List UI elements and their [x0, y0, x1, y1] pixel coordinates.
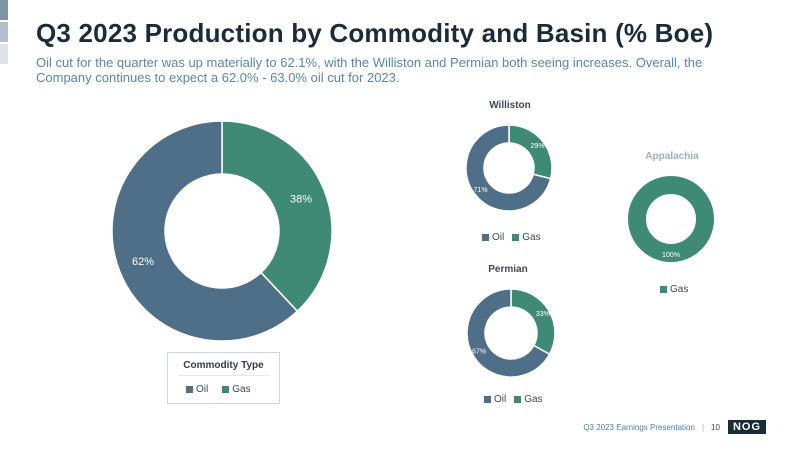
footer-presentation-title: Q3 2023 Earnings Presentation — [583, 422, 695, 432]
permian-legend-label-oil: Oil — [494, 394, 507, 405]
donut-3-label-gas: 33% — [536, 311, 550, 318]
appalachia-chart-title: Appalachia — [645, 151, 699, 162]
donut-2-label-gas: 100% — [662, 252, 680, 259]
page-title: Q3 2023 Production by Commodity and Basi… — [36, 18, 714, 48]
page-number: 10 — [711, 422, 720, 432]
donut-3-slice-gas — [510, 288, 556, 356]
legend-label-gas: Gas — [232, 384, 251, 395]
appalachia-legend-label-gas: Gas — [670, 284, 689, 295]
appalachia-donut-chart: 100% — [628, 176, 714, 262]
donut-3-slice-oil — [466, 288, 551, 378]
page-subtitle: Oil cut for the quarter was up materiall… — [36, 55, 703, 85]
donut-2-slice-gas — [628, 176, 714, 262]
legend-item-gas: Gas — [222, 384, 251, 395]
gas-swatch — [660, 286, 667, 293]
donut-1-label-gas: 29% — [530, 143, 544, 150]
williston-donut-chart: 29% 71% — [465, 124, 553, 212]
appalachia-legend: Gas — [660, 284, 692, 295]
footer-separator: | — [701, 422, 705, 432]
permian-chart-title: Permian — [488, 264, 528, 275]
commodity-type-legend: Commodity Type Oil Gas — [167, 352, 280, 404]
accent-bar-top — [0, 0, 8, 20]
donut-0-label-oil: 62% — [132, 256, 154, 268]
nog-logo: NOG — [727, 420, 766, 434]
gas-swatch — [514, 396, 522, 403]
donut-3-label-oil: 67% — [472, 349, 486, 356]
legend-divider — [178, 375, 269, 376]
accent-bar-middle — [0, 22, 8, 42]
page-footer: Q3 2023 Earnings Presentation | 10 NOG — [583, 420, 766, 434]
permian-legend: Oil Gas — [484, 394, 547, 405]
oil-swatch — [186, 386, 193, 393]
legend-label-oil: Oil — [196, 384, 209, 395]
permian-legend-label-gas: Gas — [524, 394, 543, 405]
legend-item-oil: Oil — [186, 384, 208, 395]
appalachia-legend-gas: Gas — [660, 284, 688, 295]
commodity-donut-chart: 38% 62% — [111, 120, 333, 342]
permian-donut-chart: 33% 67% — [466, 288, 556, 378]
donut-1-label-oil: 71% — [474, 187, 488, 194]
oil-swatch — [482, 234, 489, 241]
williston-legend-gas: Gas — [512, 232, 541, 243]
williston-legend-label-gas: Gas — [522, 232, 541, 243]
donut-0-slice-gas — [221, 120, 333, 313]
williston-chart-title: Williston — [489, 100, 531, 111]
gas-swatch — [222, 386, 230, 393]
williston-legend: Oil Gas — [482, 232, 545, 243]
gas-swatch — [512, 234, 520, 241]
permian-legend-oil: Oil — [484, 394, 506, 405]
oil-swatch — [484, 396, 491, 403]
donut-1-slice-gas — [508, 124, 553, 180]
permian-legend-gas: Gas — [514, 394, 543, 405]
donut-0-slice-oil — [111, 120, 299, 342]
williston-legend-oil: Oil — [482, 232, 504, 243]
accent-bar-bottom — [0, 44, 8, 64]
donut-1-slice-oil — [465, 124, 552, 212]
williston-legend-label-oil: Oil — [492, 232, 505, 243]
donut-0-label-gas: 38% — [290, 194, 312, 206]
legend-title: Commodity Type — [183, 360, 264, 371]
